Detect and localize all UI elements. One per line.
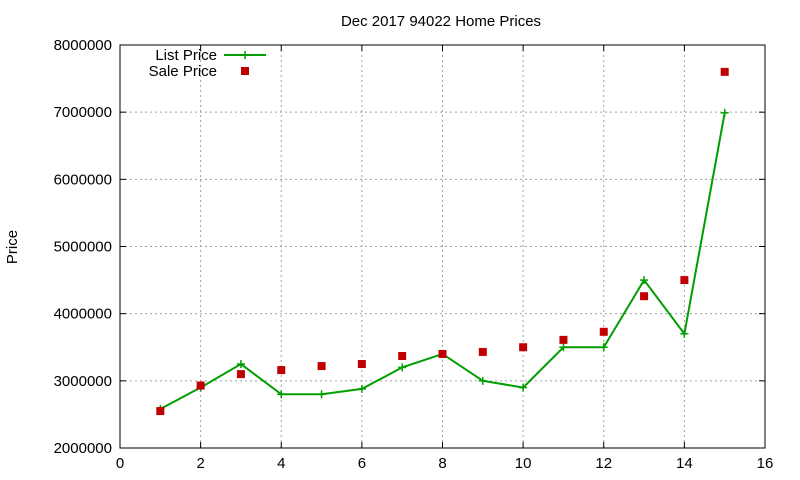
y-tick-label: 3000000	[54, 373, 112, 390]
sale-price-point	[156, 407, 165, 416]
legend-plus-marker	[241, 51, 249, 59]
sale-price-point	[398, 351, 407, 360]
y-axis-label: Price	[4, 230, 21, 264]
x-tick-label: 8	[438, 455, 446, 472]
sale-price-point	[478, 347, 487, 356]
x-tick-label: 16	[757, 455, 774, 472]
list-price-point	[277, 390, 286, 399]
y-tick-label: 2000000	[54, 440, 112, 457]
legend-label: Sale Price	[149, 63, 217, 80]
x-tick-label: 12	[595, 455, 612, 472]
sale-price-point	[317, 362, 326, 371]
list-price-point	[559, 343, 568, 352]
list-price-point	[519, 383, 528, 392]
list-price-point	[478, 376, 487, 385]
x-tick-label: 6	[358, 455, 366, 472]
sale-price-point	[720, 67, 729, 76]
y-tick-label: 7000000	[54, 104, 112, 121]
sale-price-point	[599, 327, 608, 336]
sale-price-point	[236, 370, 245, 379]
list-price-point	[599, 343, 608, 352]
x-tick-label: 10	[515, 455, 532, 472]
legend-label: List Price	[155, 47, 217, 64]
sale-price-point	[357, 360, 366, 369]
legend-square-marker	[241, 67, 249, 75]
list-price-point	[398, 363, 407, 372]
sale-price-point	[277, 366, 286, 375]
sale-price-point	[438, 349, 447, 358]
y-tick-label: 8000000	[54, 37, 112, 54]
y-tick-label: 5000000	[54, 239, 112, 256]
x-tick-label: 2	[196, 455, 204, 472]
y-tick-label: 4000000	[54, 306, 112, 323]
list-price-point	[640, 276, 649, 285]
x-tick-label: 14	[676, 455, 693, 472]
sale-price-point	[640, 292, 649, 301]
grid-lines	[120, 45, 765, 448]
list-price-point	[720, 108, 729, 117]
sale-price-point	[680, 276, 689, 285]
sale-price-point	[196, 381, 205, 390]
x-tick-label: 0	[116, 455, 124, 472]
x-tick-label: 4	[277, 455, 285, 472]
sale-price-point	[519, 343, 528, 352]
list-price-point	[357, 384, 366, 393]
axes: 0 2 4 6 8 10 12 14 16 2000000 3000000 4000000 500000…	[54, 37, 774, 472]
list-price-point	[317, 390, 326, 399]
chart-title: Dec 2017 94022 Home Prices	[341, 13, 541, 30]
data-series	[156, 67, 729, 416]
sale-price-point	[559, 335, 568, 344]
list-price-point	[680, 329, 689, 338]
y-tick-label: 6000000	[54, 171, 112, 188]
list-price-point	[236, 360, 245, 369]
